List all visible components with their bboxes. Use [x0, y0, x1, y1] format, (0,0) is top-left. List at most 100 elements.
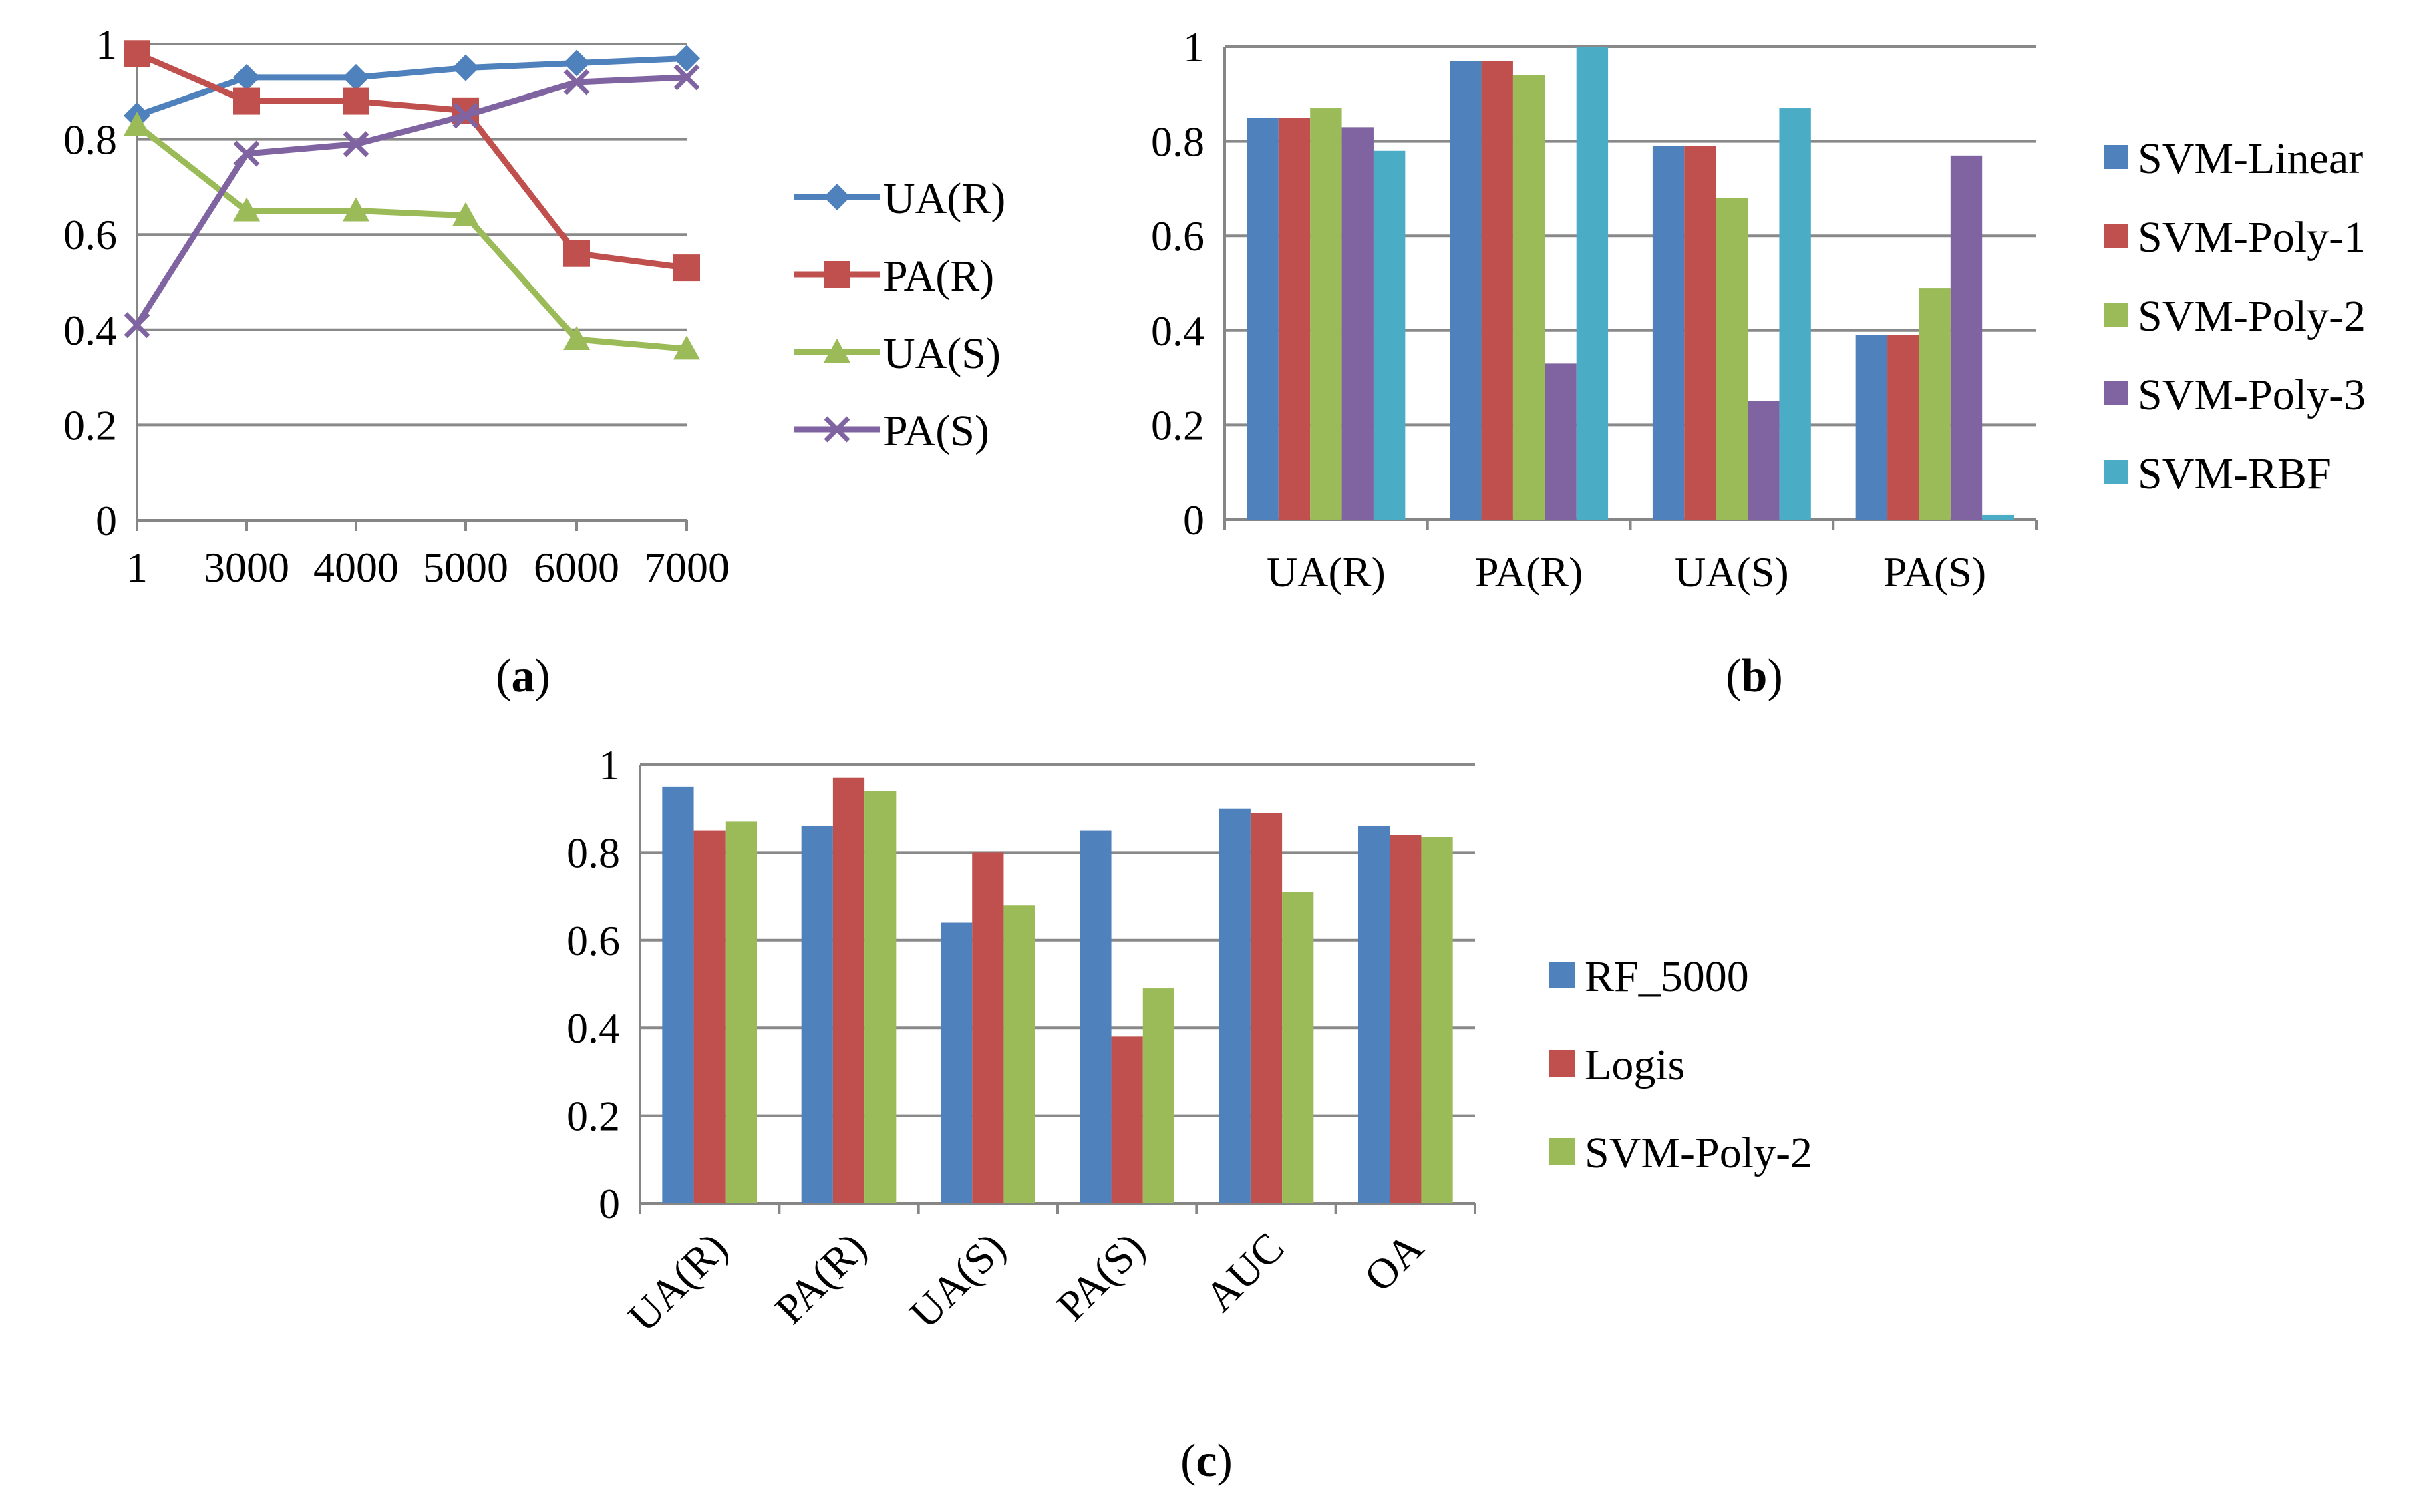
panel-a-legend-marker: [824, 416, 850, 443]
panel-a-data-point: [124, 312, 150, 339]
panel-b-y-tick-label: 0.6: [1151, 212, 1204, 260]
panel-b-bar: [1373, 150, 1406, 520]
panel-c-y-tick-label: 0.2: [567, 1093, 620, 1140]
panel-b-legend-label: SVM-Poly-2: [2138, 292, 2366, 341]
panel-a-x-tick-label: 7000: [644, 544, 730, 591]
panel-a-data-point: [563, 326, 590, 351]
panel-c-x-tick-label: UA(R): [619, 1223, 736, 1341]
panel-a-data-point: [233, 87, 260, 115]
panel-c-y-tick-label: 0.6: [567, 917, 620, 964]
panel-a-y-tick-label: 0.2: [63, 401, 117, 449]
panel-c-bar: [1111, 1036, 1143, 1203]
panel-c-y-tick-label: 0: [599, 1180, 620, 1227]
panel-c-bar: [832, 777, 865, 1203]
panel-b-legend-label: SVM-Poly-1: [2138, 213, 2366, 262]
panel-c-bar: [1080, 830, 1112, 1203]
panel-a-x-tick-label: 1: [126, 544, 148, 591]
panel-a-x-tick-label: 3000: [204, 544, 289, 591]
panel-b-legend-swatch: [2104, 303, 2128, 327]
panel-c-legend-label: RF_5000: [1585, 952, 1749, 1001]
panel-a-legend-marker: [824, 261, 850, 288]
panel-b-y-tick-label: 0.4: [1151, 307, 1204, 355]
panel-c-bar: [972, 852, 1004, 1203]
panel-a-legend-label: PA(R): [883, 252, 994, 301]
panel-a-series-line: [136, 55, 687, 119]
panel-b-bar: [1748, 401, 1780, 520]
panel-a-data-point: [563, 49, 590, 77]
panel-a-legend-label: UA(S): [883, 329, 1001, 378]
panel-b-bar: [1247, 118, 1279, 520]
panel-c-bar: [864, 791, 897, 1203]
panel-a-data-point: [343, 63, 369, 91]
panel-b-bar-chart: 0 0.2 0.4 0.6 0.8 1 UA(R) PA(R) UA(S) PA(S) SVM-Li…: [1151, 23, 2366, 596]
panel-a-data-point-stroke: [233, 140, 260, 167]
panel-b-legend-swatch: [2104, 145, 2128, 169]
panel-b-legend-label: SVM-Poly-3: [2138, 371, 2366, 419]
panel-b-bar: [1341, 127, 1374, 520]
panel-c-x-tick-label: PA(S): [1048, 1223, 1154, 1330]
panel-b-legend-swatch: [2104, 381, 2128, 405]
panel-b-label: (b): [1726, 650, 1783, 702]
panel-a-series-line: [134, 74, 687, 327]
panel-a-x-tick-label: 5000: [423, 544, 508, 591]
panel-a-data-point: [452, 54, 479, 81]
panel-c-legend-label: SVM-Poly-2: [1585, 1129, 1812, 1177]
panel-b-legend-label: SVM-RBF: [2138, 449, 2331, 498]
panel-a-label: (a): [496, 650, 550, 702]
panel-a-series-line: [135, 122, 687, 352]
panel-a-y-tick-label: 0: [96, 497, 117, 544]
panel-c-bar: [1250, 813, 1283, 1203]
panel-a-data-point: [233, 197, 260, 222]
panel-c-x-tick-label: OA: [1355, 1223, 1432, 1301]
panel-b-bar: [1919, 288, 1951, 520]
panel-b-bar: [1887, 335, 1919, 520]
panel-c-bar: [941, 922, 973, 1203]
panel-b-legend-label: SVM-Linear: [2138, 134, 2363, 183]
panel-b-legend-swatch: [2104, 460, 2128, 484]
panel-a-data-point: [673, 335, 700, 360]
panel-a-data-point: [343, 197, 369, 222]
panel-a-data-point: [563, 240, 590, 267]
panel-a-data-point: [563, 69, 590, 96]
panel-a-data-point: [233, 63, 260, 91]
panel-c-x-tick-label: AUC: [1196, 1223, 1293, 1321]
panel-b-y-tick-label: 1: [1183, 23, 1204, 71]
panel-a-series-line: [136, 51, 687, 271]
panel-b-bar: [1855, 335, 1888, 520]
panel-c-legend-swatch: [1549, 1138, 1575, 1165]
panel-b-bar: [1982, 514, 2014, 520]
panel-c-bar: [725, 821, 757, 1203]
panel-c-y-tick-label: 0.8: [567, 829, 620, 876]
panel-a-data-point-stroke: [563, 69, 590, 96]
panel-a-data-point: [343, 87, 369, 115]
panel-b-y-tick-label: 0.2: [1151, 401, 1204, 449]
panel-b-bar: [1278, 118, 1311, 520]
panel-b-x-tick-label: PA(S): [1883, 548, 1986, 596]
panel-a-data-point: [233, 140, 260, 167]
panel-a-y-tick-label: 0.8: [63, 116, 117, 164]
panel-b-bar: [1950, 155, 1983, 520]
panel-c-bar: [662, 786, 694, 1203]
panel-b-bar: [1545, 363, 1577, 520]
panel-b-x-tick-label: PA(R): [1475, 548, 1583, 596]
panel-a-data-point: [343, 131, 369, 158]
panel-b-bar: [1652, 146, 1685, 520]
panel-b-bar: [1684, 146, 1716, 520]
panel-a-legend-marker: [824, 184, 850, 210]
panel-a-x-tick-label: 6000: [534, 544, 619, 591]
panel-a-line-chart: 0 0.2 0.4 0.6 0.8 1 1 3000 4000 5000 6000 7000 UA(R)…: [63, 21, 1005, 591]
panel-a-legend-label: UA(R): [883, 174, 1005, 223]
panel-a-data-point-stroke: [452, 102, 479, 129]
panel-c-bar: [1358, 825, 1390, 1203]
panel-a-data-point: [452, 102, 479, 129]
panel-b-x-tick-label: UA(R): [1267, 548, 1386, 596]
panel-a-y-tick-label: 0.6: [63, 211, 117, 258]
panel-c-x-tick-label: PA(R): [766, 1223, 875, 1333]
panel-c-bar: [1421, 837, 1453, 1203]
panel-c-bar: [1003, 905, 1035, 1203]
panel-a-x-tick-label: 4000: [313, 544, 399, 591]
panel-b-bar: [1450, 61, 1482, 520]
panel-a-data-point-stroke: [343, 131, 369, 158]
panel-c-bar: [801, 825, 833, 1203]
